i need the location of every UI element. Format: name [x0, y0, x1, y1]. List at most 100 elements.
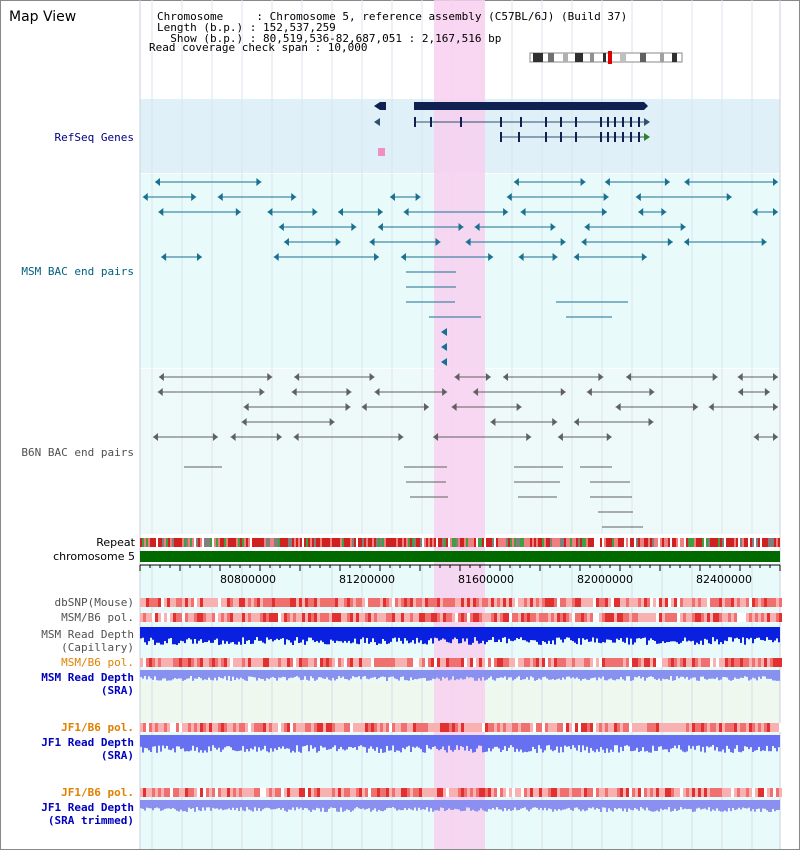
repeat-element: [158, 538, 160, 547]
depth-bar: [688, 627, 690, 641]
track-label-msm-bac[interactable]: MSM BAC end pairs: [21, 265, 134, 278]
msm-bac-pair: [312, 208, 318, 216]
heat-cell: [701, 788, 704, 797]
depth-bar: [278, 627, 280, 641]
depth-bar: [158, 627, 160, 643]
heat-cell: [392, 788, 395, 797]
heat-cell: [752, 788, 755, 797]
heat-cell: [464, 613, 467, 622]
heat-cell: [677, 613, 680, 622]
heat-cell: [215, 788, 218, 797]
heat-cell: [341, 658, 344, 667]
track-label-msm-depth-sra[interactable]: MSM Read Depth: [41, 671, 134, 684]
track-label-jf1-b6-pol-2[interactable]: JF1/B6 pol.: [61, 786, 134, 799]
depth-bar: [312, 670, 314, 679]
repeat-element: [294, 538, 296, 547]
track-label-msm-depth-capillary[interactable]: MSM Read Depth: [41, 628, 134, 641]
b6n-bac-pair: [153, 433, 159, 441]
track-label-b6n-bac[interactable]: B6N BAC end pairs: [21, 446, 134, 459]
heat-cell: [719, 598, 722, 607]
depth-bar: [174, 670, 176, 679]
depth-bar: [222, 627, 224, 641]
heat-cell: [623, 658, 626, 667]
depth-bar: [180, 735, 182, 750]
depth-bar: [556, 670, 558, 680]
depth-bar: [212, 627, 214, 643]
heat-cell: [350, 788, 353, 797]
repeat-element: [304, 538, 306, 547]
depth-bar: [448, 670, 450, 681]
repeat-element: [206, 538, 208, 547]
track-label-refseq[interactable]: RefSeq Genes: [54, 131, 134, 144]
heat-cell: [458, 613, 461, 622]
depth-bar: [510, 800, 512, 811]
depth-bar: [432, 627, 434, 644]
depth-bar: [678, 670, 680, 679]
depth-bar: [254, 735, 256, 747]
heat-cell: [659, 723, 662, 732]
depth-bar: [656, 670, 658, 680]
heat-cell: [671, 658, 674, 667]
msm-bac-pair: [684, 238, 690, 246]
depth-bar: [332, 670, 334, 678]
depth-bar: [748, 627, 750, 640]
heat-cell: [746, 723, 749, 732]
depth-bar: [486, 627, 488, 642]
depth-bar: [748, 670, 750, 681]
track-label-msm-b6-pol[interactable]: MSM/B6 pol.: [61, 611, 134, 624]
depth-bar: [542, 800, 544, 811]
depth-bar: [572, 735, 574, 746]
repeat-element: [364, 538, 366, 547]
heat-cell: [239, 613, 242, 622]
b6n-bac-pair: [423, 403, 429, 411]
heat-cell: [185, 658, 188, 667]
heat-cell: [578, 658, 581, 667]
depth-bar: [712, 735, 714, 746]
depth-bar: [626, 670, 628, 677]
depth-bar: [432, 670, 434, 679]
heat-cell: [728, 598, 731, 607]
heat-cell: [236, 613, 239, 622]
track-label-jf1-depth[interactable]: JF1 Read Depth: [41, 736, 134, 749]
heat-cell: [344, 723, 347, 732]
track-label-jf1-b6-pol[interactable]: JF1/B6 pol.: [61, 721, 134, 734]
depth-bar: [296, 670, 298, 677]
depth-bar: [308, 627, 310, 638]
heat-cell: [731, 598, 734, 607]
depth-bar: [148, 670, 150, 677]
heat-cell: [461, 658, 464, 667]
depth-bar: [714, 735, 716, 751]
repeat-element: [220, 538, 222, 547]
depth-bar: [692, 627, 694, 641]
depth-bar: [582, 800, 584, 810]
depth-bar: [464, 670, 466, 680]
depth-bar: [554, 670, 556, 680]
depth-bar: [354, 735, 356, 748]
track-label-dbsnp[interactable]: dbSNP(Mouse): [54, 596, 134, 609]
depth-bar: [584, 735, 586, 751]
heat-cell: [431, 723, 434, 732]
depth-bar: [518, 627, 520, 640]
repeat-element: [370, 538, 372, 547]
heat-cell: [677, 788, 680, 797]
depth-bar: [586, 735, 588, 747]
depth-bar: [762, 800, 764, 809]
heat-cell: [548, 598, 551, 607]
heat-cell: [407, 723, 410, 732]
depth-bar: [708, 627, 710, 644]
depth-bar: [448, 800, 450, 809]
heat-cell: [488, 598, 491, 607]
depth-bar: [406, 800, 408, 811]
heat-cell: [683, 658, 686, 667]
depth-bar: [718, 735, 720, 752]
heat-cell: [254, 723, 257, 732]
heat-cell: [743, 613, 746, 622]
depth-bar: [442, 627, 444, 639]
track-label-msm-b6-pol-sra[interactable]: MSM/B6 pol.: [61, 656, 134, 669]
heat-cell: [620, 613, 623, 622]
depth-bar: [404, 800, 406, 809]
track-label-jf1-trim[interactable]: JF1 Read Depth: [41, 801, 134, 814]
exon: [607, 117, 609, 127]
depth-bar: [594, 735, 596, 753]
